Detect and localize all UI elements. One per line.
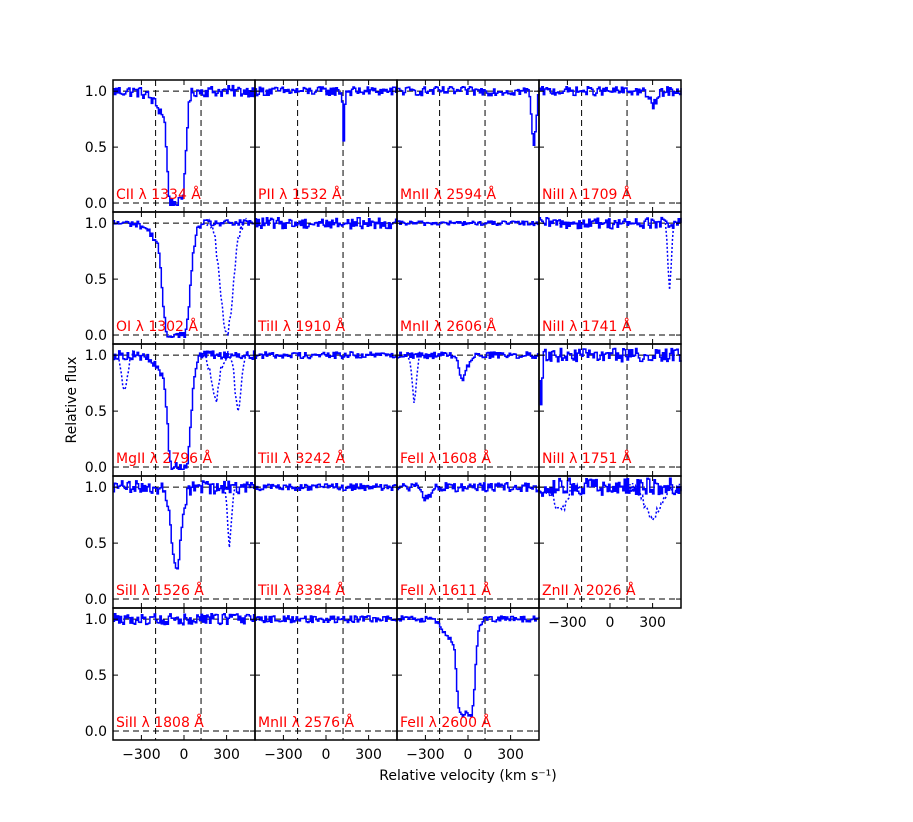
- spectrum-line: [255, 216, 398, 230]
- panel-label: FeII λ 2600 Å: [400, 714, 491, 731]
- panel-mgii-2796: 0.0 0.5 1.0 MgII λ 2796 Å: [85, 343, 256, 477]
- x-tick-label: 300: [497, 747, 524, 763]
- panel-label: FeII λ 1608 Å: [400, 450, 491, 467]
- panel-niii-1741: NiII λ 1741 Å: [538, 211, 682, 345]
- y-tick-label: 0.0: [85, 592, 107, 608]
- spectrum-line: [539, 85, 682, 110]
- panel-tiii-3242: TiII λ 3242 Å: [254, 343, 398, 477]
- blend-line: [113, 349, 249, 412]
- x-tick-label: −300: [264, 747, 302, 763]
- panel-feii-1611: FeII λ 1611 Å: [396, 475, 540, 609]
- spectrum-line: [539, 347, 682, 406]
- panel-tiii-1910: TiII λ 1910 Å: [254, 211, 398, 345]
- panel-siii-1808: 0.0 0.5 1.0 −300 0 300 SiII λ 1808 Å: [85, 607, 256, 763]
- blend-line: [223, 484, 236, 548]
- panel-feii-2600: −300 0 300 FeII λ 2600 Å: [396, 607, 540, 763]
- panel-oi-1302: 0.0 0.5 1.0 OI λ 1302 Å: [85, 211, 256, 345]
- spectrum-line: [113, 84, 256, 207]
- panel-tiii-3384: TiII λ 3384 Å: [254, 475, 398, 609]
- spectrum-line: [255, 615, 398, 624]
- x-tick-label: 0: [322, 747, 331, 763]
- spectrum-line: [397, 85, 540, 147]
- spectrum-line: [539, 216, 682, 230]
- panel-label: NiII λ 1751 Å: [542, 450, 632, 467]
- y-tick-label: 0.5: [85, 272, 107, 288]
- panel-label: CII λ 1334 Å: [116, 186, 201, 203]
- panel-siii-1526: 0.0 0.5 1.0 SiII λ 1526 Å: [85, 475, 256, 609]
- panel-label: TiII λ 3384 Å: [257, 582, 346, 599]
- y-tick-label: 0.0: [85, 724, 107, 740]
- spectrum-line: [113, 612, 256, 626]
- panel-mnii-2606: MnII λ 2606 Å: [396, 211, 540, 345]
- panel-label: ZnII λ 2026 Å: [542, 582, 636, 599]
- spectrum-line: [255, 351, 398, 360]
- spectrum-line: [397, 220, 540, 227]
- panel-mnii-2594: MnII λ 2594 Å: [396, 79, 540, 213]
- panel-label: MgII λ 2796 Å: [116, 450, 212, 467]
- spectrum-line: [255, 483, 398, 492]
- y-tick-label: 1.0: [85, 348, 107, 364]
- x-tick-label: 300: [639, 615, 666, 631]
- panel-label: FeII λ 1611 Å: [400, 582, 491, 599]
- panel-pii-1532: PII λ 1532 Å: [254, 79, 398, 213]
- panel-label: MnII λ 2606 Å: [400, 318, 496, 335]
- spectrum-line: [397, 481, 540, 502]
- blend-line: [539, 481, 681, 522]
- x-tick-label: −300: [406, 747, 444, 763]
- spectrum-line: [113, 350, 256, 471]
- spectrum-line: [539, 477, 682, 497]
- panel-label: SiII λ 1808 Å: [116, 714, 204, 731]
- panel-label: TiII λ 3242 Å: [257, 450, 346, 467]
- y-tick-label: 0.5: [85, 404, 107, 420]
- blend-line: [664, 221, 675, 290]
- spectrum-line: [113, 219, 256, 339]
- x-axis-title: Relative velocity (km s⁻¹): [379, 768, 557, 784]
- y-tick-label: 1.0: [85, 84, 107, 100]
- blend-line: [407, 351, 421, 404]
- spectrum-line: [255, 86, 398, 142]
- y-tick-label: 1.0: [85, 480, 107, 496]
- x-tick-label: 0: [464, 747, 473, 763]
- y-tick-label: 0.5: [85, 668, 107, 684]
- x-tick-label: −300: [122, 747, 160, 763]
- x-tick-label: −300: [548, 615, 586, 631]
- blend-line: [206, 217, 247, 337]
- panel-label: NiII λ 1709 Å: [542, 186, 632, 203]
- panel-feii-1608: FeII λ 1608 Å: [396, 343, 540, 477]
- x-tick-label: 0: [180, 747, 189, 763]
- panel-niii-1751: NiII λ 1751 Å: [538, 343, 682, 477]
- y-tick-label: 1.0: [85, 612, 107, 628]
- panel-label: TiII λ 1910 Å: [257, 318, 346, 335]
- panels-layer: 0.0 0.5 1.0 CII λ 1334 Å PII λ 1532 Å MnII λ …: [85, 79, 682, 763]
- x-tick-label: 300: [355, 747, 382, 763]
- panel-cii-1334: 0.0 0.5 1.0 CII λ 1334 Å: [85, 79, 256, 213]
- spectrum-line: [113, 480, 256, 570]
- spectrum-line: [397, 615, 540, 718]
- y-axis-title: Relative flux: [64, 357, 80, 444]
- panel-label: PII λ 1532 Å: [258, 186, 342, 203]
- y-tick-label: 0.5: [85, 140, 107, 156]
- spectrum-line: [397, 351, 540, 382]
- x-tick-label: 0: [606, 615, 615, 631]
- y-tick-label: 0.0: [85, 196, 107, 212]
- y-tick-label: 0.0: [85, 328, 107, 344]
- panel-label: MnII λ 2576 Å: [258, 714, 354, 731]
- panel-niii-1709: NiII λ 1709 Å: [538, 79, 682, 213]
- panel-label: SiII λ 1526 Å: [116, 582, 204, 599]
- panel-label: OI λ 1302 Å: [116, 318, 198, 335]
- panel-label: MnII λ 2594 Å: [400, 186, 496, 203]
- x-tick-label: 300: [213, 747, 240, 763]
- y-tick-label: 0.0: [85, 460, 107, 476]
- panel-label: NiII λ 1741 Å: [542, 318, 632, 335]
- y-tick-label: 1.0: [85, 216, 107, 232]
- y-tick-label: 0.5: [85, 536, 107, 552]
